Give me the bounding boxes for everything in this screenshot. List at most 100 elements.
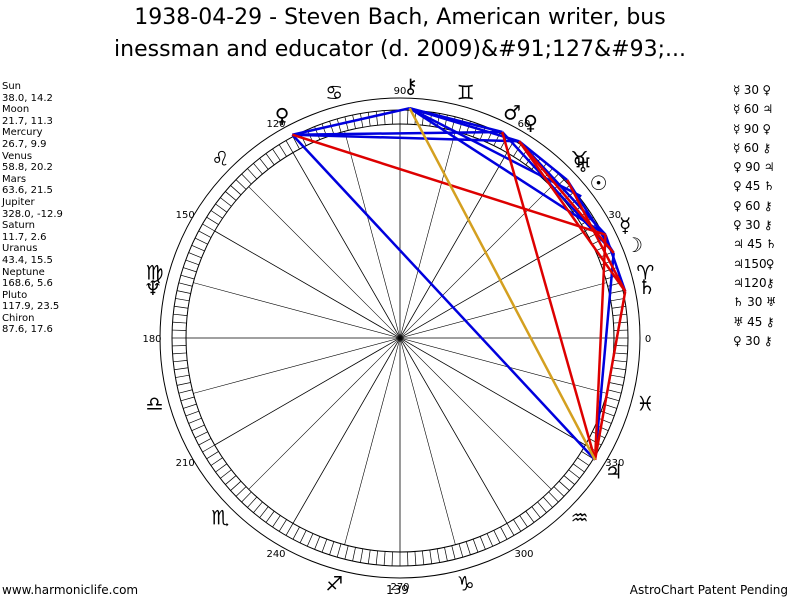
degree-tick [610,374,625,378]
aspect-planet-1: ♀ [733,160,742,175]
zodiac-sign-glyph: ♌ [211,146,229,170]
degree-tick [215,463,228,473]
planet-name: Chiron [2,312,35,324]
aspect-planet-1: ♀ [733,218,742,233]
planet-values: 21.7, 11.3 [2,115,53,127]
degree-tick [206,451,219,460]
planet-name: Venus [2,150,33,162]
zodiac-sign-glyph: ♍ [146,260,164,284]
aspect-row: ♄ 30 ♅ [733,293,777,312]
degree-tick [241,491,252,503]
degree-tick [241,173,252,185]
aspect-planet-1: ☿ [733,121,741,136]
outer-ring [159,97,641,579]
zodiac-sign-glyph: ♑ [457,571,475,595]
degree-tick [174,367,189,371]
aspect-row: ♀ 30 ⚷ [733,332,777,351]
degree-tick [613,352,628,355]
degree-tick [519,515,528,528]
degree-tick [292,136,300,150]
degree-tick [206,216,219,225]
aspect-line [292,130,503,136]
degree-tick [210,457,223,466]
degree-tick [525,510,535,523]
zodiac-sign-glyph: ♉ [571,146,589,170]
aspect-degree: 60 [745,198,761,213]
degree-tick [278,144,287,157]
aspect-planet-1: ☿ [733,140,741,155]
degree-tick [198,438,212,446]
aspect-line [292,106,410,136]
aspect-line [291,133,596,461]
degree-tick [486,533,494,547]
zodiac-sign-glyph: ♈ [636,260,654,284]
aspect-line [593,252,615,460]
aspect-planet-2: ♄ [765,237,777,252]
degree-tick [553,486,565,497]
zodiac-sign-glyph: ♏ [211,506,229,530]
planet-glyph: ♂ [503,100,521,124]
planet-glyph: ♅ [574,153,592,177]
degree-tick [172,352,187,355]
aspect-planet-1: ♀ [733,333,742,348]
planet-name: Neptune [2,266,45,278]
degree-tick [247,496,258,508]
degree-tick [436,548,440,563]
aspect-degree: 45 [747,237,763,252]
degree-tick [180,396,195,402]
degree-tick [422,550,425,565]
degree-tick [225,191,237,201]
aspect-row: ☿ 60 ♃ [733,100,777,119]
aspect-planet-1: ♀ [733,179,742,194]
chart-title-line-2: inessman and educator (d. 2009)&#91;127&… [114,37,686,62]
degree-tick [174,305,189,309]
degree-tick [253,163,263,175]
degree-tick [513,144,522,157]
degree-tick [605,396,620,402]
zodiac-sign-glyph: ♓ [636,392,654,416]
degree-tick [185,410,200,417]
zodiac-sign-glyph: ♎ [146,392,164,416]
degree-label: 240 [266,549,285,560]
degree-tick [220,197,232,207]
degree-tick [188,252,202,259]
degree-label: 90 [394,86,407,97]
degree-tick [375,550,378,565]
aspect-planet-1: ☿ [733,102,741,117]
aspect-planet-1: ♄ [733,295,744,310]
house-spoke [193,282,607,394]
aspect-row: ☿ 90 ♀ [733,120,777,139]
degree-tick [215,203,228,213]
degree-tick [259,506,269,518]
planet-name: Moon [2,104,30,116]
planet-name: Pluto [2,289,28,301]
degree-tick [172,321,187,324]
aspect-degree: 60 [743,140,760,155]
degree-tick [198,230,212,238]
planet-values: 58.8, 20.2 [2,162,53,174]
degree-tick [235,179,247,190]
planet-glyph: ☿ [619,213,631,237]
degree-tick [329,121,335,135]
degree-tick [375,111,378,126]
planet-values: 26.7, 9.9 [2,138,47,150]
aspect-line [408,107,607,236]
degree-tick [531,506,541,518]
degree-tick [292,526,300,540]
degree-tick [180,274,195,280]
degree-tick [360,113,364,128]
degree-label: 60 [518,119,531,130]
patent-label: AstroChart Patent Pending [629,583,788,597]
aspect-degree: 30 [745,218,761,233]
aspect-line [593,234,607,460]
degree-tick [472,538,479,553]
degree-tick [607,389,622,394]
aspect-line [292,133,520,143]
degree-tick [272,515,281,528]
aspect-row: ☿ 30 ♀ [733,81,777,100]
degree-tick [429,549,433,564]
aspect-planet-1: ♀ [733,198,742,213]
aspect-row: ♀ 30 ⚷ [733,216,777,235]
aspect-row: ♃120⚷ [733,274,777,293]
